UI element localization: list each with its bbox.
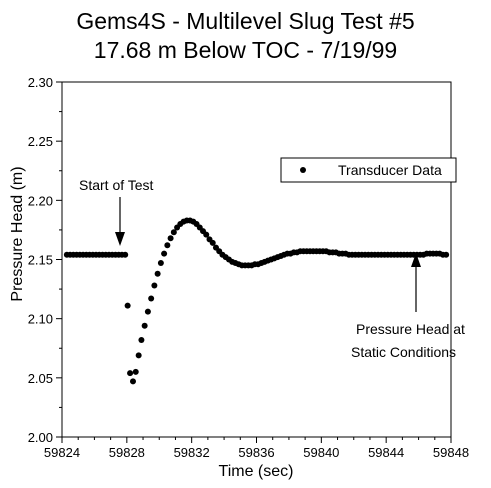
static-conditions-arrowhead	[411, 253, 421, 267]
data-point	[167, 235, 174, 242]
x-tick-label: 59844	[368, 445, 404, 460]
static-conditions-annotation: Pressure Head at Static Conditions	[351, 253, 465, 360]
x-tick-label: 59824	[44, 445, 80, 460]
y-tick-label: 2.05	[28, 371, 53, 386]
x-tick-label: 59836	[238, 445, 274, 460]
data-point	[209, 239, 216, 246]
data-point	[148, 295, 155, 302]
chart-title: Gems4S - Multilevel Slug Test #5	[76, 8, 415, 34]
y-axis-label: Pressure Head (m)	[9, 166, 26, 301]
static-conditions-label-line1: Pressure Head at	[356, 321, 465, 337]
data-point	[443, 251, 450, 258]
data-point	[144, 308, 151, 315]
data-point	[154, 270, 161, 277]
y-tick-label: 2.20	[28, 193, 53, 208]
start-of-test-arrowhead	[115, 232, 125, 246]
data-point	[127, 370, 134, 377]
legend-box	[280, 157, 457, 183]
x-tick-label: 59840	[303, 445, 339, 460]
data-point	[170, 229, 177, 236]
start-of-test-annotation: Start of Test	[79, 177, 154, 246]
x-tick-labels: 59824 59828 59832 59836 59840 59844 59848	[44, 445, 469, 460]
data-point	[135, 352, 142, 359]
static-conditions-label-line2: Static Conditions	[351, 344, 456, 360]
y-tick-label: 2.10	[28, 312, 53, 327]
data-point	[124, 302, 131, 309]
transducer-data-series	[63, 217, 450, 385]
x-tick-label: 59848	[433, 445, 469, 460]
x-tick-label: 59832	[174, 445, 210, 460]
legend-label: Transducer Data	[338, 162, 442, 178]
legend-marker	[300, 167, 306, 173]
y-tick-labels: 2.00 2.05 2.10 2.15 2.20 2.25 2.30	[28, 75, 53, 445]
data-point	[161, 250, 168, 257]
start-of-test-label: Start of Test	[79, 177, 154, 193]
data-point	[164, 242, 171, 249]
data-point	[129, 378, 136, 385]
x-axis-label: Time (sec)	[219, 463, 294, 480]
data-point	[203, 231, 210, 238]
y-tick-label: 2.00	[28, 430, 53, 445]
y-tick-label: 2.15	[28, 253, 53, 268]
data-point	[138, 336, 145, 343]
chart-subtitle: 17.68 m Below TOC - 7/19/99	[93, 37, 398, 63]
data-point	[132, 368, 139, 375]
y-tick-label: 2.30	[28, 75, 53, 90]
data-point	[157, 260, 164, 267]
x-tick-label: 59828	[109, 445, 145, 460]
legend: Transducer Data	[280, 157, 457, 183]
data-point	[151, 282, 158, 289]
data-point	[122, 251, 129, 258]
y-tick-label: 2.25	[28, 134, 53, 149]
plot-frame	[61, 81, 452, 438]
data-point	[141, 322, 148, 329]
